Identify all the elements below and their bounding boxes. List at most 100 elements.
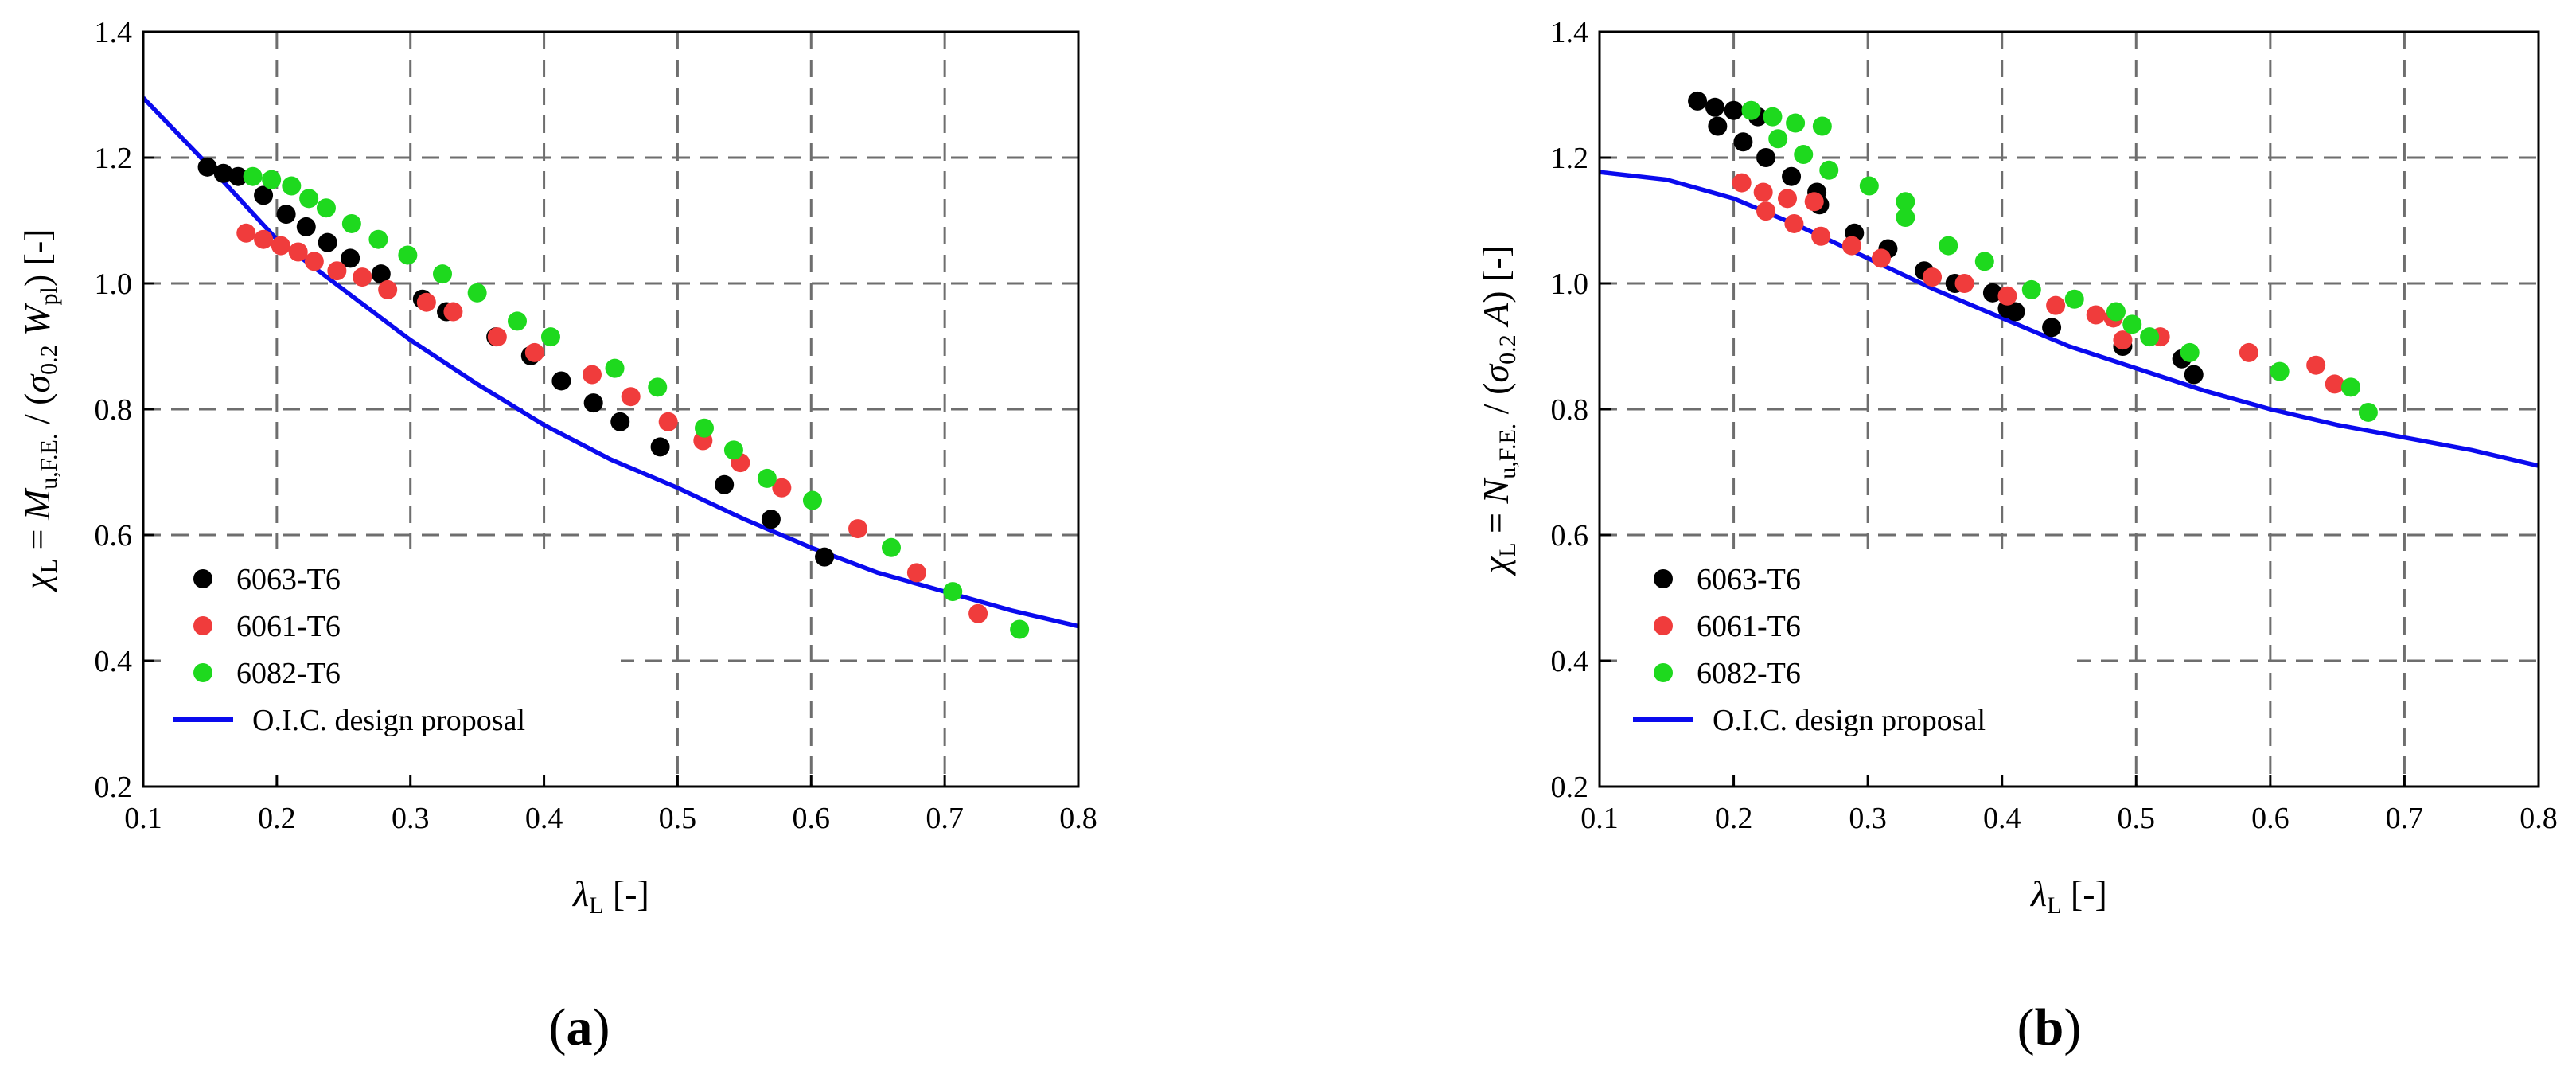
- data-point: [299, 189, 319, 209]
- x-axis-label: λL [-]: [571, 873, 649, 919]
- data-point: [551, 371, 571, 391]
- x-tick-label: 0.7: [926, 802, 964, 835]
- y-tick-label: 0.6: [95, 519, 133, 553]
- data-point: [288, 242, 308, 262]
- data-point: [487, 327, 507, 347]
- data-point: [1782, 166, 1802, 186]
- data-point: [2021, 279, 2041, 299]
- legend-marker: [1654, 616, 1673, 635]
- y-tick-label: 0.2: [95, 771, 133, 804]
- data-point: [524, 342, 544, 362]
- y-tick-label: 0.8: [95, 393, 133, 427]
- y-tick-label: 0.4: [1551, 645, 1589, 678]
- legend-label: O.I.C. design proposal: [252, 704, 525, 737]
- data-point: [316, 198, 336, 218]
- data-point: [1763, 107, 1783, 127]
- data-point: [2325, 374, 2344, 394]
- data-point: [1997, 286, 2017, 306]
- data-point: [236, 223, 256, 243]
- data-point: [282, 176, 302, 196]
- series-6082-T6: [243, 166, 1030, 639]
- y-tick-label: 1.2: [95, 142, 133, 175]
- data-point: [271, 236, 290, 256]
- panel-label: (b): [2017, 998, 2082, 1056]
- data-point: [1794, 145, 1814, 165]
- data-point: [761, 510, 781, 529]
- data-point: [906, 563, 926, 583]
- data-point: [327, 261, 347, 281]
- data-point: [254, 185, 274, 205]
- data-point: [882, 537, 901, 557]
- data-point: [757, 468, 777, 488]
- data-point: [2064, 289, 2084, 309]
- legend-background: [1623, 549, 2077, 776]
- x-tick-label: 0.1: [124, 802, 162, 835]
- data-point: [262, 170, 282, 189]
- y-tick-label: 0.2: [1551, 771, 1589, 804]
- data-point: [1753, 182, 1773, 202]
- data-point: [1841, 236, 1861, 256]
- design-proposal-curve: [1599, 170, 2539, 468]
- data-point: [1732, 173, 1752, 193]
- legend-marker: [193, 569, 212, 588]
- data-point: [815, 547, 835, 567]
- data-point: [254, 229, 274, 249]
- data-point: [378, 279, 398, 299]
- data-point: [1768, 129, 1788, 149]
- data-point: [276, 205, 296, 225]
- x-tick-label: 0.2: [258, 802, 296, 835]
- data-point: [695, 418, 714, 438]
- y-tick-label: 1.0: [95, 267, 133, 301]
- x-axis: 0.1 0.2 0.3 0.4 0.5 0.6 0.7 0.8: [124, 775, 1097, 835]
- data-point: [341, 213, 361, 233]
- data-point: [2122, 314, 2142, 334]
- y-axis-label: χL = Nu,F.E. / (σ0.2 A) [-]: [1475, 245, 1521, 576]
- y-tick-label: 1.0: [1551, 267, 1589, 301]
- data-point: [1778, 189, 1797, 209]
- data-point: [723, 440, 743, 460]
- legend-label: 6061-T6: [236, 610, 341, 643]
- y-tick-label: 1.4: [95, 16, 133, 49]
- legend-label: 6082-T6: [236, 657, 341, 690]
- x-tick-label: 0.6: [793, 802, 831, 835]
- data-point: [1010, 619, 1030, 639]
- data-point: [583, 365, 602, 385]
- data-point: [658, 412, 678, 431]
- data-point: [2358, 402, 2378, 422]
- x-tick-label: 0.3: [392, 802, 430, 835]
- y-tick-label: 0.8: [1551, 393, 1589, 427]
- data-point: [1872, 248, 1891, 268]
- x-tick-label: 0.4: [1983, 802, 2021, 835]
- data-point: [433, 264, 452, 284]
- data-point: [353, 267, 372, 287]
- data-point: [2042, 318, 2062, 338]
- data-point: [1705, 97, 1724, 117]
- data-point: [213, 163, 233, 183]
- legend-label: 6061-T6: [1697, 610, 1801, 643]
- legend-label: 6082-T6: [1697, 657, 1801, 690]
- data-point: [304, 252, 324, 271]
- data-point: [2341, 377, 2360, 397]
- data-point: [1688, 91, 1708, 111]
- series-6061-T6: [236, 223, 988, 623]
- y-tick-label: 1.2: [1551, 142, 1589, 175]
- chart-panel-a: 0.1 0.2 0.3 0.4 0.5 0.6 0.7 0.80.20.40.60.81.01…: [17, 16, 1097, 1056]
- legend: 6063-T6 6061-T6 6082-T6 O.I.C. design propo…: [173, 563, 525, 737]
- series-6082-T6: [1741, 100, 2378, 422]
- data-point: [943, 582, 963, 602]
- x-tick-label: 0.6: [2251, 802, 2290, 835]
- data-point: [341, 248, 360, 268]
- x-tick-label: 0.4: [525, 802, 563, 835]
- data-point: [772, 478, 792, 498]
- data-point: [443, 302, 463, 322]
- x-tick-label: 0.8: [1059, 802, 1097, 835]
- legend: 6063-T6 6061-T6 6082-T6 O.I.C. design propo…: [1633, 563, 1986, 737]
- data-point: [2106, 302, 2126, 322]
- y-axis-label: χL = Mu,F.E. / (σ0.2 Wpl) [-]: [17, 228, 62, 592]
- data-point: [650, 437, 670, 457]
- data-point: [1741, 100, 1761, 120]
- series-6063-T6: [197, 157, 835, 567]
- legend-background: [167, 549, 621, 776]
- data-point: [1923, 267, 1943, 287]
- data-point: [416, 292, 436, 312]
